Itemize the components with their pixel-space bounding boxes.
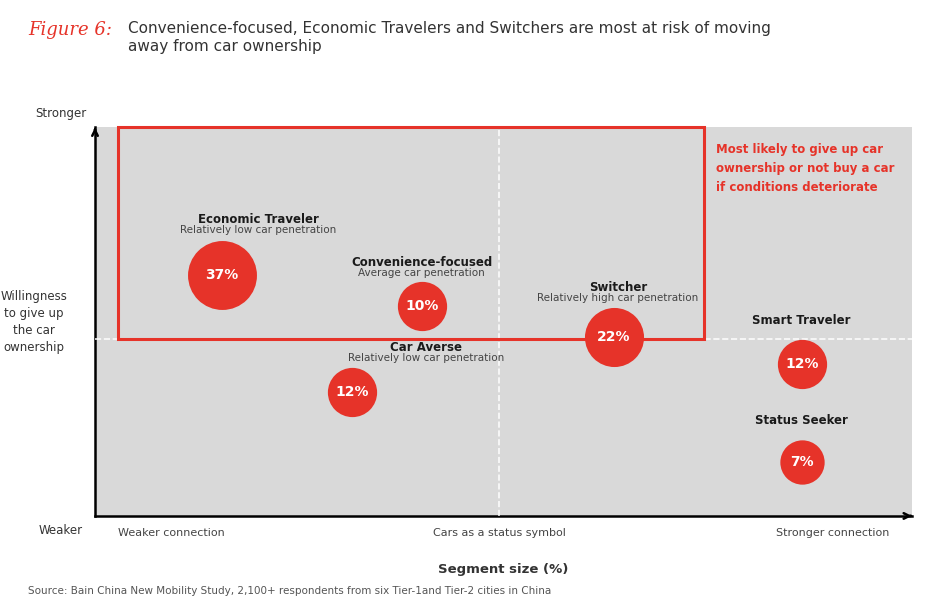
Point bbox=[794, 456, 809, 466]
Bar bbox=[118, 127, 704, 339]
Text: Most likely to give up car
ownership or not buy a car
if conditions deteriorate: Most likely to give up car ownership or … bbox=[716, 143, 894, 194]
Text: 37%: 37% bbox=[205, 268, 238, 282]
Text: Cars as a status symbol: Cars as a status symbol bbox=[433, 527, 566, 538]
Text: Weaker: Weaker bbox=[39, 524, 83, 537]
Point bbox=[214, 270, 229, 280]
Point bbox=[606, 333, 621, 342]
Text: Stronger connection: Stronger connection bbox=[776, 527, 889, 538]
Text: 7%: 7% bbox=[789, 455, 813, 469]
Text: Economic Traveler: Economic Traveler bbox=[198, 214, 319, 226]
Text: Weaker connection: Weaker connection bbox=[118, 527, 224, 538]
Text: Figure 6:: Figure 6: bbox=[28, 21, 112, 39]
Point bbox=[345, 387, 360, 396]
Text: Source: Bain China New Mobility Study, 2,100+ respondents from six Tier-1and Tie: Source: Bain China New Mobility Study, 2… bbox=[28, 586, 552, 596]
Text: Smart Traveler: Smart Traveler bbox=[752, 314, 851, 327]
Text: 12%: 12% bbox=[335, 385, 370, 399]
Text: Convenience-focused: Convenience-focused bbox=[352, 256, 492, 269]
Text: Relatively low car penetration: Relatively low car penetration bbox=[180, 225, 336, 236]
Text: Status Seeker: Status Seeker bbox=[755, 414, 848, 427]
Text: Car Averse: Car Averse bbox=[390, 341, 462, 354]
Text: Stronger: Stronger bbox=[35, 107, 86, 120]
Text: Switcher: Switcher bbox=[589, 281, 647, 294]
Text: Segment size (%): Segment size (%) bbox=[438, 563, 569, 575]
Point bbox=[414, 301, 429, 311]
Text: Relatively high car penetration: Relatively high car penetration bbox=[538, 293, 698, 303]
Text: Willingness
to give up
the car
ownership: Willingness to give up the car ownership bbox=[0, 290, 67, 354]
Text: 22%: 22% bbox=[597, 330, 631, 344]
Text: Average car penetration: Average car penetration bbox=[358, 268, 485, 277]
Text: Relatively low car penetration: Relatively low car penetration bbox=[348, 353, 504, 363]
Point bbox=[794, 359, 809, 369]
Text: 10%: 10% bbox=[405, 299, 439, 313]
Text: 12%: 12% bbox=[785, 358, 819, 371]
Text: Convenience-focused, Economic Travelers and Switchers are most at risk of moving: Convenience-focused, Economic Travelers … bbox=[128, 21, 771, 53]
